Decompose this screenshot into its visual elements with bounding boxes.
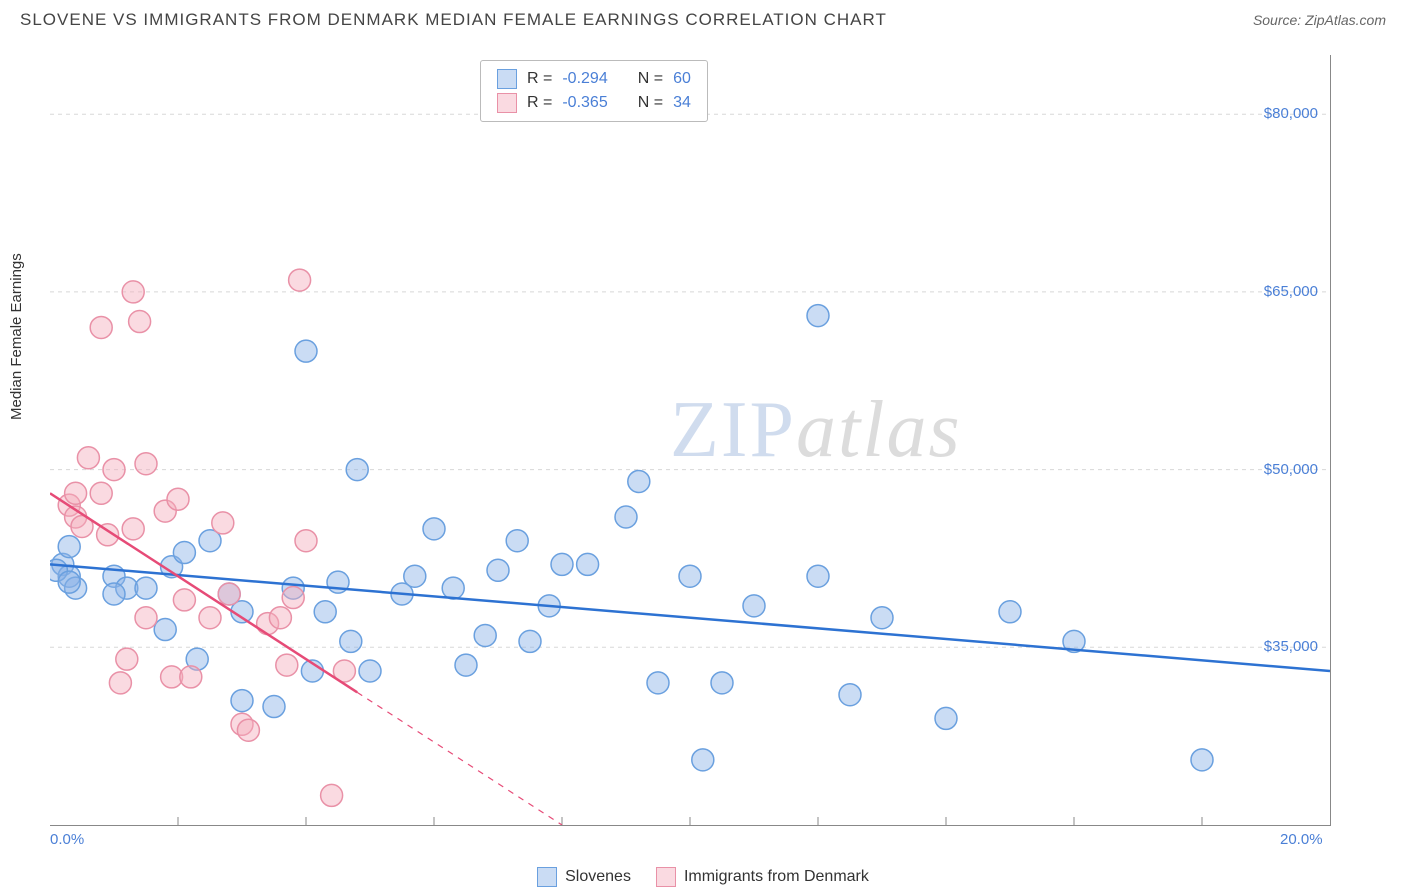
swatch-icon [537, 867, 557, 887]
legend-label: Slovenes [565, 868, 631, 886]
stat-n-label: N = [638, 70, 663, 88]
legend-label: Immigrants from Denmark [684, 868, 869, 886]
y-axis-label: Median Female Earnings [8, 253, 25, 420]
x-tick-label: 20.0% [1280, 831, 1323, 848]
stats-row: R = -0.294 N = 60 [497, 67, 691, 91]
y-tick-label: $65,000 [1264, 283, 1318, 300]
stat-r-value: -0.365 [562, 94, 607, 112]
chart-source: Source: ZipAtlas.com [1253, 12, 1386, 28]
y-tick-label: $35,000 [1264, 638, 1318, 655]
swatch-icon [497, 69, 517, 89]
correlation-stats-box: R = -0.294 N = 60 R = -0.365 N = 34 [480, 60, 708, 122]
stat-n-value: 34 [673, 94, 691, 112]
legend-item: Slovenes [537, 867, 631, 887]
stat-n-label: N = [638, 94, 663, 112]
y-tick-label: $80,000 [1264, 105, 1318, 122]
stat-r-label: R = [527, 94, 552, 112]
scatter-svg [50, 55, 1330, 825]
stat-r-value: -0.294 [562, 70, 607, 88]
swatch-icon [656, 867, 676, 887]
stat-r-label: R = [527, 70, 552, 88]
legend-item: Immigrants from Denmark [656, 867, 869, 887]
stats-row: R = -0.365 N = 34 [497, 91, 691, 115]
y-tick-label: $50,000 [1264, 461, 1318, 478]
x-tick-label: 0.0% [50, 831, 84, 848]
chart-title: SLOVENE VS IMMIGRANTS FROM DENMARK MEDIA… [20, 10, 887, 30]
swatch-icon [497, 93, 517, 113]
stat-n-value: 60 [673, 70, 691, 88]
chart-header: SLOVENE VS IMMIGRANTS FROM DENMARK MEDIA… [0, 0, 1406, 35]
bottom-legend: Slovenes Immigrants from Denmark [0, 867, 1406, 887]
chart-plot-area: ZIPatlas R = -0.294 N = 60 R = -0.365 N … [50, 55, 1331, 826]
